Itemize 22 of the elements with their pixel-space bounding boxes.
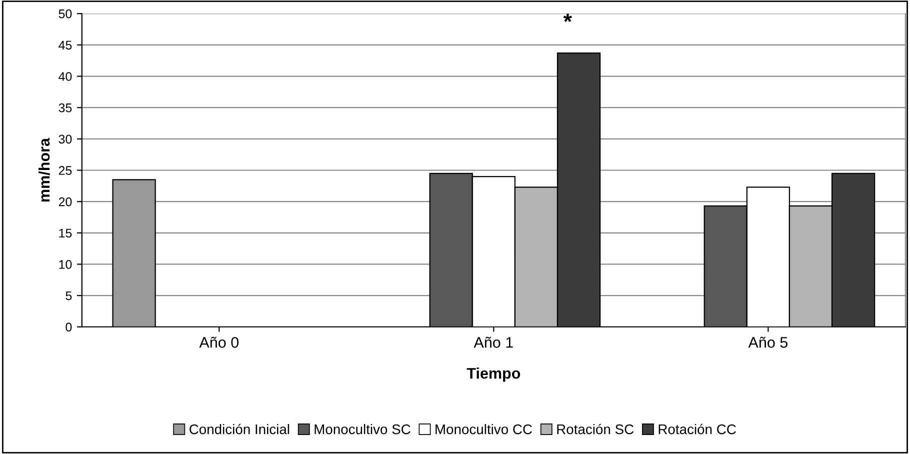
y-tick-label: 50: [58, 9, 72, 18]
y-tick-label: 15: [59, 228, 72, 238]
y-tick-label: 40: [58, 72, 72, 81]
y-tick-label: 45: [58, 40, 72, 50]
y-tick-label: 35: [58, 103, 72, 112]
legend-label: Monocultivo SC: [314, 424, 410, 434]
y-tick-label: 5: [66, 291, 72, 300]
y-axis-title: mm/hora: [38, 138, 50, 202]
x-tick-label: Año 1: [474, 336, 513, 348]
legend-label: Rotación SC: [557, 424, 634, 434]
legend-label: Monocultivo CC: [436, 424, 532, 434]
y-tick-label: 30: [58, 134, 72, 144]
y-tick-label: 25: [58, 166, 72, 175]
x-tick-label: Año 0: [199, 336, 239, 348]
y-tick-label: 20: [58, 197, 72, 206]
legend-label: Condición Inicial: [190, 424, 290, 434]
annotation: *: [563, 14, 572, 22]
y-tick-label: 0: [66, 322, 72, 332]
x-axis-title: Tiempo: [466, 368, 520, 382]
legend-label: Rotación CC: [658, 424, 736, 434]
y-tick-label: 10: [59, 260, 72, 269]
x-tick-label: Año 5: [748, 336, 788, 348]
